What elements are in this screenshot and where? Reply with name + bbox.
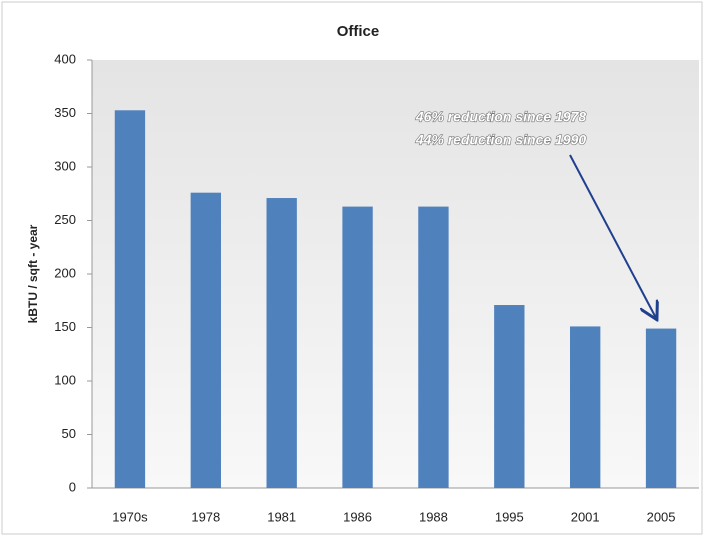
y-axis-label: kBTU / sqft - year	[26, 224, 40, 323]
y-tick-label: 400	[54, 51, 76, 66]
y-tick-label: 50	[62, 426, 76, 441]
bar	[418, 206, 449, 488]
y-tick-label: 150	[54, 319, 76, 334]
x-tick-label: 1981	[267, 509, 296, 524]
y-tick-label: 350	[54, 105, 76, 120]
bar	[645, 328, 677, 488]
y-tick-label: 200	[54, 265, 76, 280]
chart-title: Office	[337, 23, 380, 40]
y-tick-label: 300	[54, 158, 76, 173]
bar	[494, 305, 525, 488]
x-tick-label: 1995	[495, 509, 524, 524]
bar	[114, 110, 146, 488]
annotation: 46% reduction since 1978	[415, 109, 587, 125]
annotation-arrow	[569, 154, 656, 318]
x-tick-label: 1988	[419, 509, 448, 524]
bar	[266, 198, 297, 488]
y-tick-label: 250	[54, 212, 76, 227]
x-tick-label: 1970s	[112, 509, 148, 524]
bar	[570, 326, 601, 488]
x-tick-label: 2005	[647, 509, 676, 524]
bar	[190, 192, 221, 488]
y-tick-label: 0	[69, 479, 76, 494]
plot-area	[92, 60, 699, 488]
y-tick-label: 100	[54, 372, 76, 387]
annotation: 44% reduction since 1990	[415, 132, 587, 148]
x-tick-label: 2001	[571, 509, 600, 524]
x-tick-label: 1978	[191, 509, 220, 524]
x-tick-label: 1986	[343, 509, 372, 524]
bar	[342, 206, 373, 488]
